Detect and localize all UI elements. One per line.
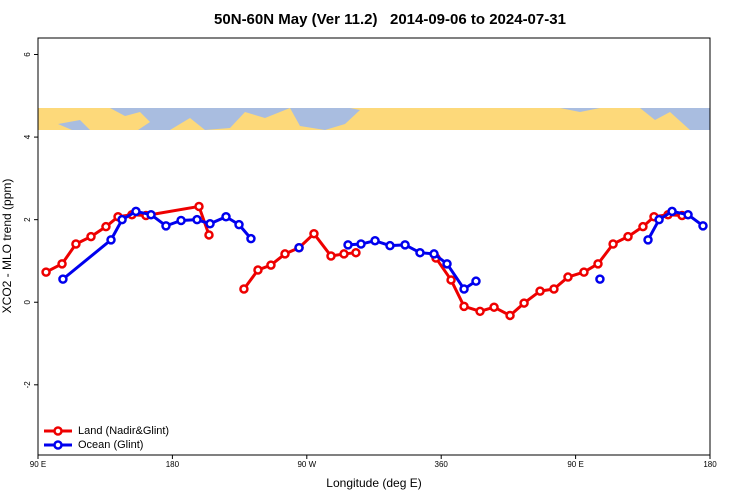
data-point	[446, 275, 456, 285]
y-tick-label: -2	[23, 381, 32, 389]
data-point	[339, 249, 349, 259]
data-point	[505, 310, 515, 321]
data-point	[294, 242, 304, 253]
data-point	[246, 233, 256, 244]
data-point	[326, 251, 336, 261]
plot-frame	[37, 37, 711, 456]
y-tick-label: 4	[23, 134, 32, 139]
data-point	[595, 274, 605, 284]
data-point	[667, 206, 677, 217]
data-point	[146, 209, 156, 220]
x-tick-label: 180	[703, 460, 717, 469]
data-point	[429, 249, 439, 259]
data-point	[593, 259, 603, 269]
x-tick-label: 90 E	[30, 460, 46, 469]
data-point	[57, 259, 67, 269]
y-axis-label: XCO2 - MLO trend (ppm)	[0, 179, 14, 314]
x-tick-label: 360	[435, 460, 449, 469]
x-tick-label: 180	[166, 460, 180, 469]
data-point	[489, 302, 499, 312]
data-point	[176, 215, 186, 226]
data-point	[638, 221, 648, 232]
data-point	[221, 212, 231, 222]
data-point	[563, 272, 573, 282]
data-point	[608, 239, 618, 249]
data-point	[41, 267, 51, 277]
data-point	[475, 306, 485, 317]
x-tick-label: 90 E	[567, 460, 583, 469]
data-point	[266, 260, 276, 270]
data-point	[204, 230, 214, 240]
y-tick-label: 0	[23, 299, 32, 304]
legend-marker	[53, 426, 63, 436]
data-point	[161, 221, 171, 231]
data-point	[654, 214, 664, 225]
legend-label: Land (Nadir&Glint)	[78, 425, 169, 437]
data-point	[643, 235, 653, 245]
data-point	[519, 298, 529, 308]
data-point	[86, 231, 96, 242]
data-point	[698, 221, 708, 231]
legend-marker	[53, 440, 63, 450]
data-point	[356, 239, 366, 249]
data-point	[106, 235, 116, 245]
data-point	[549, 284, 559, 294]
data-point	[459, 301, 469, 312]
data-point	[309, 228, 319, 239]
legend-label: Ocean (Glint)	[78, 439, 143, 451]
data-point	[343, 240, 353, 250]
data-point	[471, 276, 481, 286]
data-point	[234, 219, 244, 230]
data-point	[623, 231, 633, 242]
data-point	[131, 206, 141, 217]
y-tick-label: 2	[23, 217, 32, 222]
chart-title: 50N-60N May (Ver 11.2) 2014-09-06 to 202…	[214, 11, 566, 28]
data-point	[194, 201, 204, 212]
data-point	[459, 284, 469, 294]
data-point	[58, 274, 68, 284]
data-point	[253, 265, 263, 275]
data-point	[400, 240, 410, 250]
y-tick-label: 6	[23, 52, 32, 57]
data-point	[351, 247, 361, 258]
data-point	[442, 259, 452, 269]
data-point	[535, 286, 545, 296]
x-axis-label: Longitude (deg E)	[326, 476, 421, 490]
data-point	[385, 240, 395, 251]
data-point	[71, 239, 81, 249]
data-point	[579, 267, 589, 277]
data-point	[280, 249, 290, 259]
data-point	[192, 214, 202, 225]
series-line	[45, 204, 683, 317]
map-band	[38, 108, 710, 130]
data-point	[683, 209, 693, 220]
data-point	[101, 221, 111, 232]
data-point	[239, 284, 249, 294]
x-tick-label: 90 W	[297, 460, 316, 469]
data-point	[415, 247, 425, 258]
data-point	[205, 219, 215, 229]
data-point	[117, 214, 127, 225]
data-point	[370, 235, 380, 246]
